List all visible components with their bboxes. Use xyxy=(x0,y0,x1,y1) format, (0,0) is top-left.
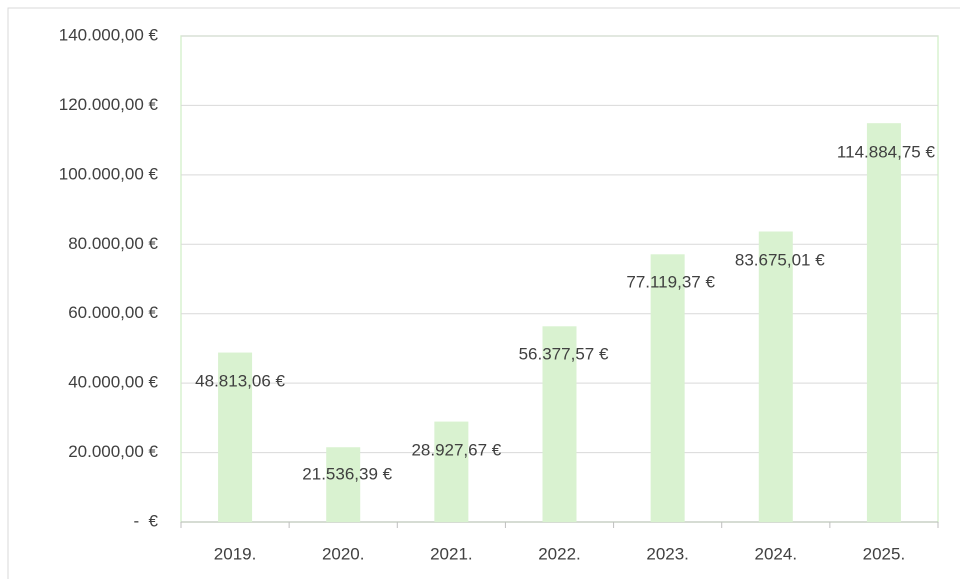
y-tick-label: 20.000,00 € xyxy=(68,442,158,461)
bar xyxy=(650,254,685,522)
bar xyxy=(758,231,793,522)
bar xyxy=(434,421,469,522)
x-tick-label: 2020. xyxy=(322,544,365,563)
y-tick-label: 100.000,00 € xyxy=(59,164,159,183)
data-label: 21.536,39 € xyxy=(302,464,392,483)
bar xyxy=(326,447,361,522)
data-label: 48.813,06 € xyxy=(195,371,285,390)
data-label: 56.377,57 € xyxy=(519,344,609,363)
x-tick-label: 2019. xyxy=(214,544,257,563)
data-label: 28.927,67 € xyxy=(411,440,501,459)
x-tick-label: 2024. xyxy=(755,544,798,563)
x-tick-label: 2023. xyxy=(646,544,689,563)
data-label: 83.675,01 € xyxy=(735,250,825,269)
y-tick-label: - € xyxy=(133,511,158,530)
y-tick-label: 140.000,00 € xyxy=(59,25,159,44)
bar xyxy=(866,123,901,523)
data-label: 77.119,37 € xyxy=(626,272,715,291)
bar xyxy=(218,352,253,522)
y-tick-label: 80.000,00 € xyxy=(68,234,158,253)
y-tick-label: 40.000,00 € xyxy=(68,373,158,392)
y-tick-label: 120.000,00 € xyxy=(59,95,159,114)
data-label: 114.884,75 € xyxy=(837,142,936,161)
x-tick-label: 2021. xyxy=(430,544,473,563)
chart-frame xyxy=(7,7,960,579)
y-tick-label: 60.000,00 € xyxy=(68,303,158,322)
bar xyxy=(542,326,577,522)
x-tick-label: 2022. xyxy=(538,544,581,563)
x-tick-label: 2025. xyxy=(863,544,906,563)
